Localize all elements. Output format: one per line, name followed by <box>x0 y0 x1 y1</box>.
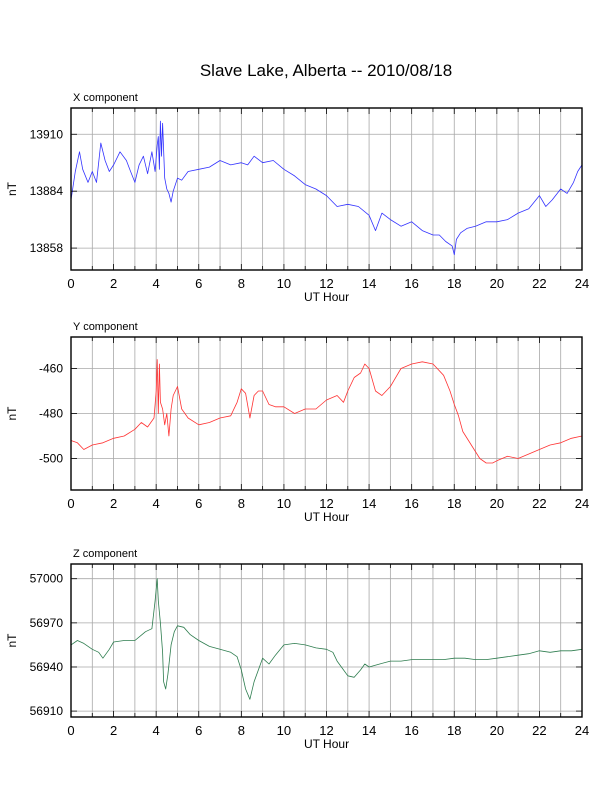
x-tick-label: 18 <box>447 723 461 738</box>
x-tick-label: 8 <box>238 276 245 291</box>
series-line-y <box>70 359 583 464</box>
x-axis-label: UT Hour <box>304 737 349 751</box>
y-tick-label: 13884 <box>30 184 64 198</box>
x-tick-label: 12 <box>319 496 333 511</box>
x-tick-label: 14 <box>362 723 376 738</box>
panel-label: Y component <box>73 321 138 333</box>
series-line-z <box>70 578 583 700</box>
x-tick-label: 20 <box>490 496 504 511</box>
x-axis-label: UT Hour <box>304 510 349 524</box>
y-axis-label: nT <box>5 181 19 196</box>
panel-label: Z component <box>73 548 137 560</box>
x-tick-label: 10 <box>277 723 291 738</box>
y-axis-label: nT <box>5 406 19 421</box>
x-tick-label: 10 <box>277 496 291 511</box>
x-tick-label: 14 <box>362 276 376 291</box>
x-tick-label: 20 <box>490 276 504 291</box>
x-tick-label: 4 <box>153 496 160 511</box>
series-line-x <box>70 120 583 256</box>
x-tick-label: 4 <box>153 723 160 738</box>
x-tick-label: 0 <box>67 723 74 738</box>
x-tick-label: 16 <box>404 496 418 511</box>
x-tick-label: 24 <box>575 276 589 291</box>
x-tick-label: 0 <box>67 276 74 291</box>
x-tick-label: 14 <box>362 496 376 511</box>
x-tick-label: 0 <box>67 496 74 511</box>
x-tick-label: 18 <box>447 276 461 291</box>
x-tick-label: 12 <box>319 723 333 738</box>
y-tick-label: -480 <box>39 407 63 421</box>
y-tick-label: 13910 <box>30 127 64 141</box>
x-tick-label: 6 <box>195 496 202 511</box>
x-tick-label: 22 <box>532 496 546 511</box>
x-tick-label: 16 <box>404 723 418 738</box>
x-tick-label: 4 <box>153 276 160 291</box>
x-tick-label: 2 <box>110 723 117 738</box>
x-axis-label: UT Hour <box>304 290 349 304</box>
x-tick-label: 2 <box>110 276 117 291</box>
x-tick-label: 16 <box>404 276 418 291</box>
x-tick-label: 12 <box>319 276 333 291</box>
y-axis-label: nT <box>5 633 19 648</box>
y-tick-label: -460 <box>39 362 63 376</box>
y-tick-label: 56910 <box>30 704 64 718</box>
x-tick-label: 22 <box>532 723 546 738</box>
panel-label: X component <box>73 92 138 104</box>
y-tick-label: 13858 <box>30 241 64 255</box>
y-tick-label: 56970 <box>30 616 64 630</box>
x-tick-label: 24 <box>575 723 589 738</box>
x-tick-label: 2 <box>110 496 117 511</box>
x-tick-label: 10 <box>277 276 291 291</box>
x-tick-label: 24 <box>575 496 589 511</box>
x-tick-label: 6 <box>195 723 202 738</box>
figure-title: Slave Lake, Alberta -- 2010/08/18 <box>200 61 452 80</box>
x-tick-label: 8 <box>238 723 245 738</box>
panel-z: 0 2 4 6 8 10 12 14 16 18 20 22 245691056940569705700… <box>5 548 589 751</box>
y-tick-label: 57000 <box>30 572 64 586</box>
x-tick-label: 22 <box>532 276 546 291</box>
x-tick-label: 8 <box>238 496 245 511</box>
x-tick-label: 20 <box>490 723 504 738</box>
x-tick-label: 6 <box>195 276 202 291</box>
y-tick-label: -500 <box>39 452 63 466</box>
x-tick-label: 18 <box>447 496 461 511</box>
y-tick-label: 56940 <box>30 660 64 674</box>
